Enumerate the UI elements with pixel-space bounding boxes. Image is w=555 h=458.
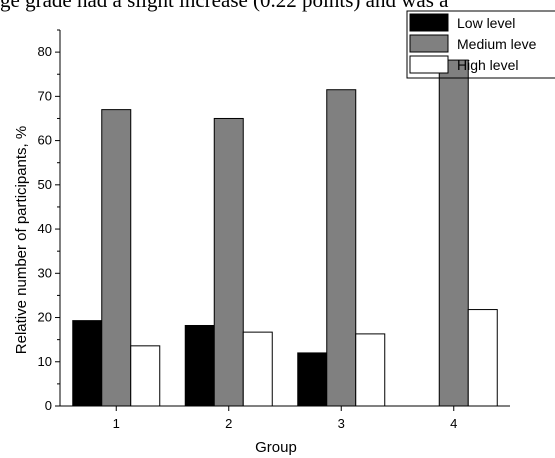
y-tick-label: 30 <box>38 265 52 280</box>
legend: Low level Medium leve High level <box>406 10 555 79</box>
y-tick-label: 10 <box>38 354 52 369</box>
bar-low-level-group-2 <box>184 324 215 407</box>
legend-swatch-medium-leve <box>409 34 449 53</box>
legend-label: Medium leve <box>457 36 537 52</box>
bar-medium-leve-group-1 <box>101 109 132 407</box>
x-axis-title: Group <box>255 439 297 456</box>
y-tick-label: 60 <box>38 133 52 148</box>
bar-high-level-group-1 <box>130 345 161 407</box>
page-body-text: ge grade had a slight increase (0.22 poi… <box>0 0 449 12</box>
bar-medium-leve-group-4 <box>438 59 469 407</box>
legend-swatch-high-level <box>409 55 449 74</box>
legend-label: High level <box>457 57 518 73</box>
legend-label: Low level <box>457 15 515 31</box>
bar-low-level-group-3 <box>297 352 328 407</box>
y-tick-label: 70 <box>38 88 52 103</box>
y-tick-label: 20 <box>38 310 52 325</box>
bar-medium-leve-group-3 <box>326 89 357 407</box>
x-tick-label: 4 <box>450 416 457 431</box>
x-tick-label: 2 <box>225 416 232 431</box>
y-tick-label: 50 <box>38 177 52 192</box>
y-axis-title: Relative number of participants, % <box>13 126 30 354</box>
bar-medium-leve-group-2 <box>213 117 244 407</box>
bar-high-level-group-4 <box>467 309 498 407</box>
bar-high-level-group-3 <box>355 333 386 407</box>
x-tick-label: 3 <box>338 416 345 431</box>
bar-high-level-group-2 <box>242 331 273 407</box>
legend-box <box>406 10 555 79</box>
x-tick-label: 1 <box>113 416 120 431</box>
y-tick-label: 0 <box>45 398 52 413</box>
y-tick-label: 80 <box>38 44 52 59</box>
bar-low-level-group-1 <box>72 320 103 407</box>
y-tick-label: 40 <box>38 221 52 236</box>
legend-swatch-low-level <box>409 13 449 32</box>
